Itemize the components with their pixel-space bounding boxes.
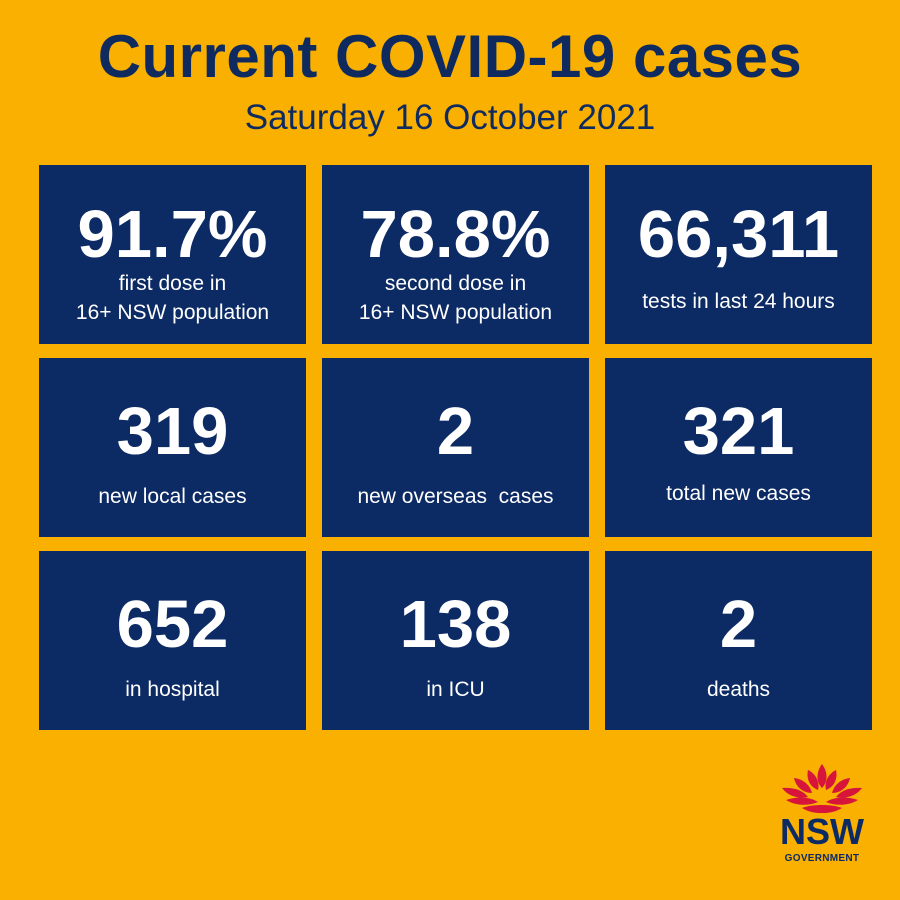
stat-label-line: second dose in [384, 272, 527, 295]
stat-label: new overseas cases [357, 485, 554, 508]
page-title: Current COVID-19 cases [97, 23, 803, 90]
stat-tile-icu: 138 in ICU [322, 551, 589, 730]
stat-label: second dose in 16+ NSW population [322, 269, 589, 327]
stat-tile-first-dose: 91.7% first dose in 16+ NSW population [39, 165, 306, 344]
stat-tile-total-cases: 321 total new cases [605, 358, 872, 537]
stat-tile-overseas-cases: 2 new overseas cases [322, 358, 589, 537]
stat-label: new local cases [98, 485, 247, 508]
stat-label: total new cases [666, 482, 811, 505]
stat-value: 138 [399, 587, 512, 662]
stat-label: in hospital [125, 678, 220, 701]
stat-tile-local-cases: 319 new local cases [39, 358, 306, 537]
stat-tile-second-dose: 78.8% second dose in 16+ NSW population [322, 165, 589, 344]
stat-tile-tests: 66,311 tests in last 24 hours [605, 165, 872, 344]
stat-label: deaths [706, 678, 771, 701]
stat-value: 78.8% [360, 197, 551, 272]
stat-label: tests in last 24 hours [642, 290, 835, 313]
stat-label: in ICU [426, 678, 485, 701]
waratah-logo-icon [782, 764, 862, 814]
stat-label-line: first dose in [118, 272, 227, 295]
stat-tile-deaths: 2 deaths [605, 551, 872, 730]
stat-value: 321 [682, 394, 795, 469]
nsw-government-logo: NSW GOVERNMENT [772, 762, 872, 872]
stat-value: 91.7% [77, 197, 268, 272]
page-date: Saturday 16 October 2021 [244, 98, 656, 137]
stat-value: 2 [436, 394, 475, 469]
logo-wordmark: NSW [780, 811, 864, 852]
stat-label-line: 16+ NSW population [75, 301, 270, 324]
logo-subtitle: GOVERNMENT [784, 853, 860, 864]
stat-value: 652 [116, 587, 229, 662]
stat-value: 2 [719, 587, 758, 662]
stat-value: 66,311 [637, 197, 840, 272]
stat-tile-hospital: 652 in hospital [39, 551, 306, 730]
stat-label-line: 16+ NSW population [358, 301, 553, 324]
stat-label: first dose in 16+ NSW population [39, 269, 306, 327]
stat-value: 319 [116, 394, 229, 469]
